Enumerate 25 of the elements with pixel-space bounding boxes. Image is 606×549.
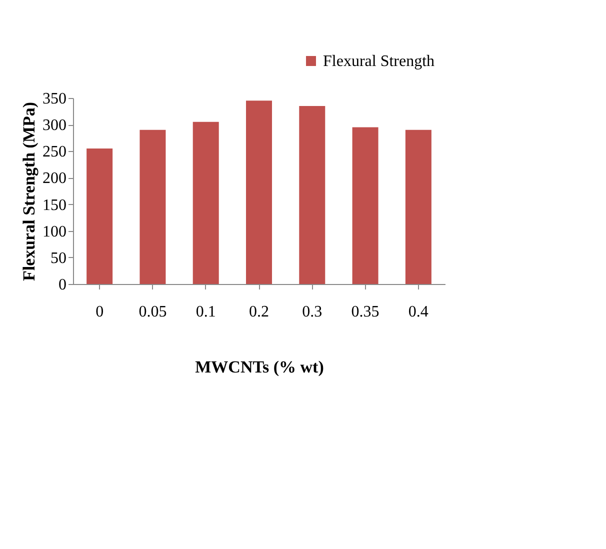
bar: [140, 130, 166, 284]
bar: [86, 148, 113, 284]
y-tick-label: 50: [50, 250, 66, 267]
bar: [405, 130, 432, 284]
x-tick-label: 0: [96, 304, 104, 320]
y-tick-label: 250: [42, 144, 66, 161]
y-tick-label: 350: [42, 90, 66, 108]
y-tick-label: 300: [42, 117, 66, 134]
y-tick-label: 150: [42, 196, 66, 214]
legend-label: Flexural Strength: [323, 53, 435, 70]
x-tick-label: 0.3: [302, 304, 322, 320]
bar: [192, 122, 219, 284]
x-tick-label: 0.35: [351, 304, 380, 320]
bar: [299, 106, 326, 284]
y-tick-label: 200: [42, 170, 66, 188]
bar: [246, 100, 272, 284]
x-tick-label: 0.4: [408, 304, 428, 320]
x-tick-label: 0.1: [196, 304, 216, 320]
y-tick-label: 0: [58, 276, 66, 294]
y-tick-label: 100: [42, 223, 66, 240]
x-tick-label: 0.2: [249, 304, 269, 320]
bar: [352, 127, 378, 284]
x-tick-label: 0.05: [138, 304, 167, 320]
y-axis-title: Flexural Strength (MPa): [20, 102, 38, 282]
x-axis-title: MWCNTs (% wt): [195, 358, 324, 376]
